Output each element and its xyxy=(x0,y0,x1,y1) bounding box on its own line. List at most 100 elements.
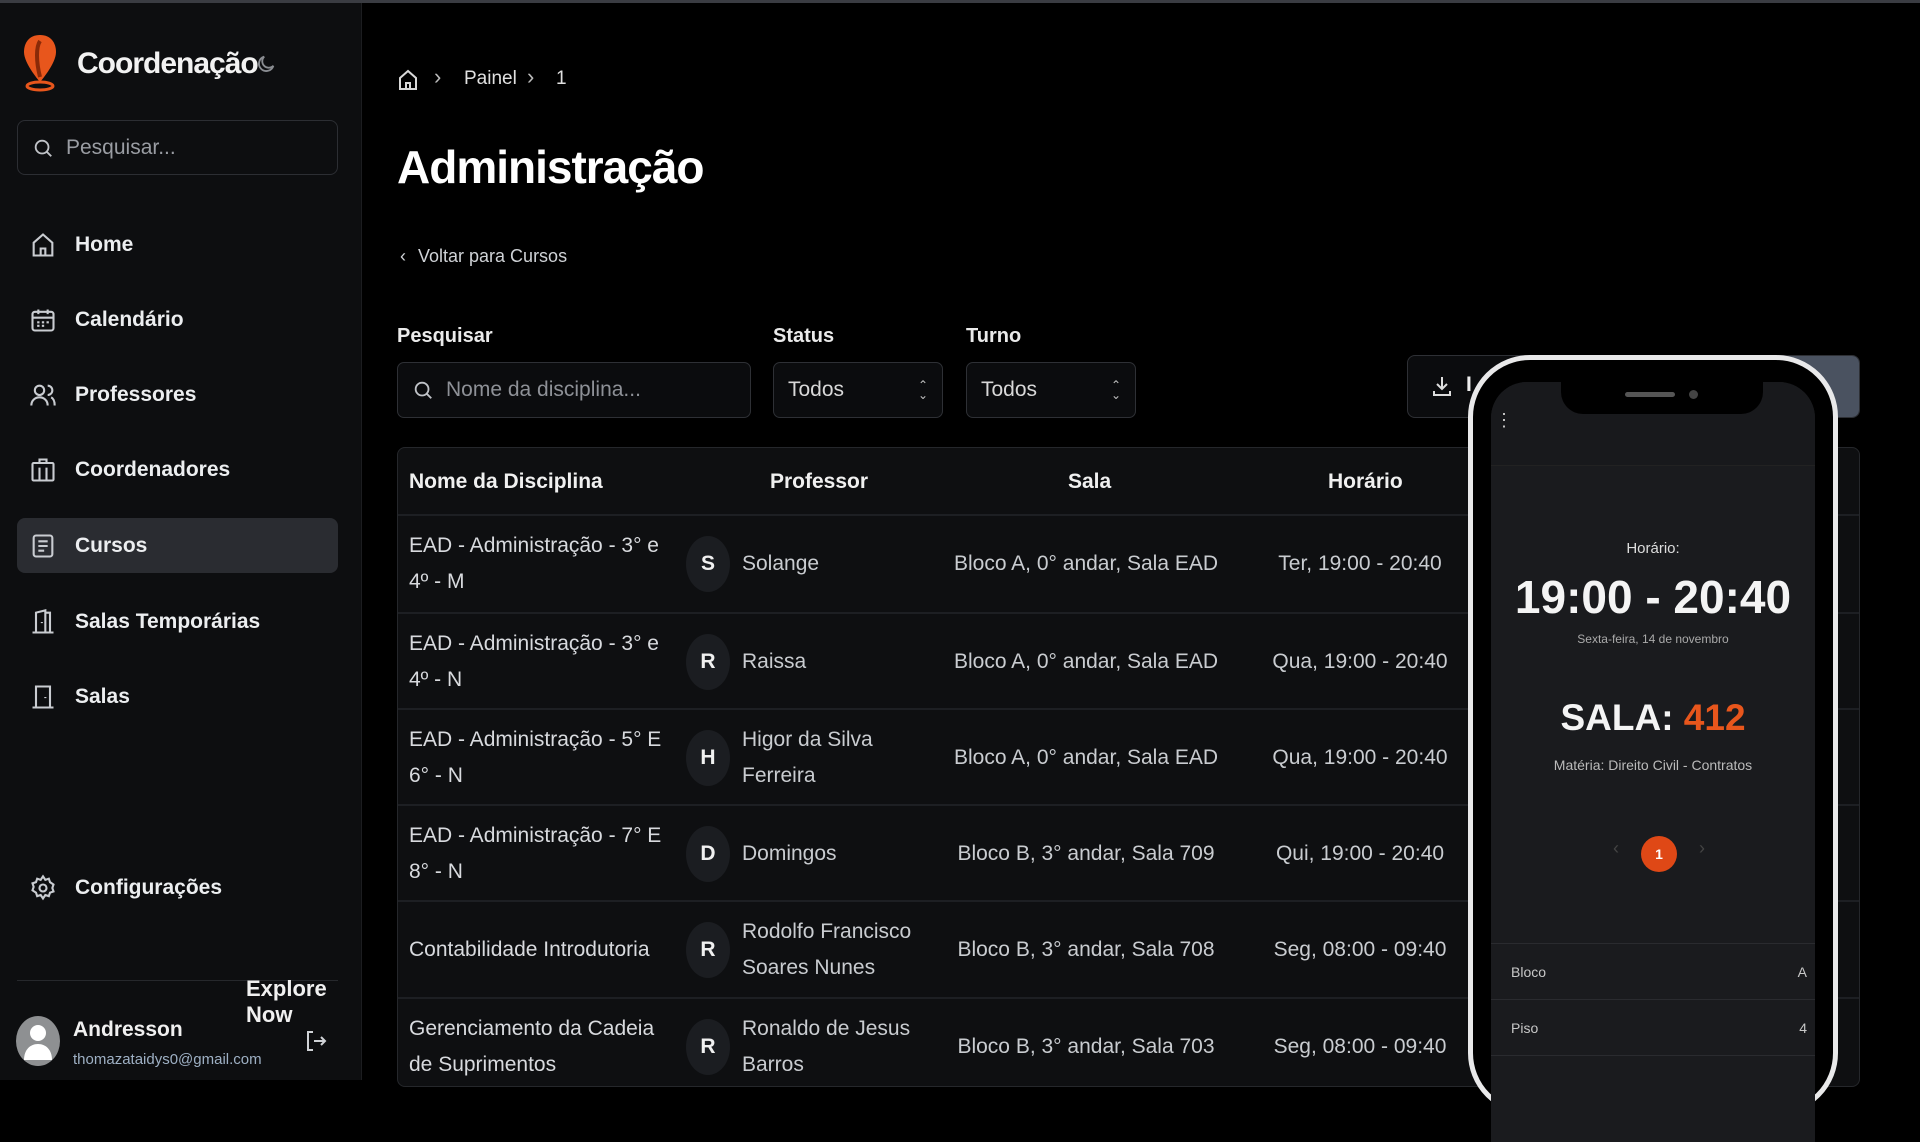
breadcrumb-current: 1 xyxy=(556,68,567,89)
logo-icon xyxy=(24,35,56,92)
turno-select[interactable]: Todos ⌃ ⌄ xyxy=(966,362,1136,418)
cell-sala: Bloco B, 3° andar, Sala 703 xyxy=(957,1035,1215,1058)
theme-toggle-moon-icon[interactable] xyxy=(255,53,277,75)
col-header-horario[interactable]: Horário xyxy=(1328,470,1403,493)
cell-text: Higor da Silva Ferreira xyxy=(742,728,873,787)
select-arrows-icon: ⌃ ⌄ xyxy=(1110,378,1121,402)
cell-sala: Bloco A, 0° andar, Sala EAD xyxy=(953,746,1219,769)
next-page-icon[interactable]: › xyxy=(1699,838,1705,858)
table-row[interactable]: Contabilidade Introdutoria R Rodolfo Fra… xyxy=(398,900,1859,996)
sidebar-item-configuracoes[interactable]: Configurações xyxy=(17,860,338,915)
user-email: thomazataidys0@gmail.com xyxy=(73,1051,262,1068)
cell-professor: Ronaldo de Jesus Barros xyxy=(742,1011,942,1083)
phone-notch xyxy=(1561,382,1763,414)
sidebar: Coordenação Pesquisar... Home Calendário… xyxy=(0,3,362,1080)
cell-professor: Rodolfo Francisco Soares Nunes xyxy=(742,914,942,986)
cell-professor: Domingos xyxy=(742,818,942,890)
menu-icon[interactable]: ⋮ xyxy=(1495,410,1513,430)
page-indicator[interactable]: 1 xyxy=(1641,836,1677,872)
search-placeholder: Nome da disciplina... xyxy=(446,378,641,401)
cell-horario: Seg, 08:00 - 09:40 xyxy=(1273,1035,1447,1058)
user-icon xyxy=(24,1025,52,1060)
prev-page-icon[interactable]: ‹ xyxy=(1613,838,1619,858)
phone-materia: Matéria: Direito Civil - Contratos xyxy=(1553,757,1753,773)
search-label: Pesquisar xyxy=(397,325,493,347)
user-avatar xyxy=(16,1016,60,1066)
calendar-icon xyxy=(31,309,55,332)
detail-row xyxy=(1491,1055,1815,1111)
cell-text: EAD - Administração - 5° E 6° - N xyxy=(409,728,662,787)
user-name: Andresson xyxy=(73,1018,183,1041)
detail-value: 4 xyxy=(1799,1019,1807,1036)
back-to-courses-link[interactable]: ‹ Voltar para Cursos xyxy=(400,246,567,267)
cell-horario: Qua, 19:00 - 20:40 xyxy=(1272,746,1448,769)
select-arrows-icon: ⌃ ⌄ xyxy=(917,378,928,402)
users-icon xyxy=(30,384,56,406)
cell-sala: Bloco B, 3° andar, Sala 709 xyxy=(957,842,1215,865)
breadcrumb-home-icon[interactable] xyxy=(396,67,420,93)
cell-disciplina: Gerenciamento da Cadeia de Suprimentos xyxy=(409,1011,669,1083)
gear-icon xyxy=(31,873,55,900)
discipline-search-input[interactable]: Nome da disciplina... xyxy=(397,362,751,418)
chevron-right-icon: › xyxy=(527,64,535,89)
professor-avatar: H xyxy=(686,730,730,786)
cell-horario: Ter, 19:00 - 20:40 xyxy=(1278,552,1442,575)
sidebar-item-label: Cursos xyxy=(75,533,148,557)
table-row[interactable]: Gerenciamento da Cadeia de Suprimentos R… xyxy=(398,997,1859,1086)
status-value: Todos xyxy=(788,378,845,401)
sidebar-item-label: Home xyxy=(75,232,134,256)
col-header-disciplina[interactable]: Nome da Disciplina xyxy=(409,470,603,493)
door-icon xyxy=(32,684,54,709)
cell-disciplina: Contabilidade Introdutoria xyxy=(409,914,669,986)
status-select[interactable]: Todos ⌃ ⌄ xyxy=(773,362,943,418)
back-link-label: Voltar para Cursos xyxy=(418,246,568,266)
explore-now-link[interactable]: Explore Now xyxy=(246,976,327,1027)
cell-text: EAD - Administração - 7° E 8° - N xyxy=(409,824,662,883)
chevron-left-icon: ‹ xyxy=(400,246,406,266)
breadcrumb-painel[interactable]: Painel xyxy=(464,68,517,89)
sidebar-item-coordenadores[interactable]: Coordenadores xyxy=(17,442,338,497)
cell-horario: Seg, 08:00 - 09:40 xyxy=(1273,938,1447,961)
phone-mockup: ⋮ Horário: 19:00 - 20:40 Sexta-feira, 14… xyxy=(1468,355,1838,1142)
cell-disciplina: EAD - Administração - 3° e 4º - M xyxy=(409,528,669,600)
cell-professor: Solange xyxy=(742,528,942,600)
table-row[interactable]: EAD - Administração - 3° e 4º - N R Rais… xyxy=(398,612,1859,708)
phone-horario-label: Horário: xyxy=(1626,540,1680,557)
sidebar-item-label: Salas xyxy=(75,684,130,708)
professor-avatar: R xyxy=(686,634,730,690)
detail-key: Piso xyxy=(1511,1019,1539,1036)
sidebar-item-cursos[interactable]: Cursos xyxy=(17,518,338,573)
cell-text: Solange xyxy=(742,552,820,575)
chevron-right-icon: › xyxy=(434,64,442,89)
col-header-sala[interactable]: Sala xyxy=(1068,470,1112,493)
sidebar-item-label: Salas Temporárias xyxy=(75,609,261,633)
sidebar-item-professores[interactable]: Professores xyxy=(17,367,338,422)
sidebar-item-calendario[interactable]: Calendário xyxy=(17,292,338,347)
cell-text: Domingos xyxy=(742,842,837,865)
logout-icon[interactable] xyxy=(304,1028,328,1054)
sidebar-item-label: Calendário xyxy=(75,307,184,331)
table-row[interactable]: EAD - Administração - 5° E 6° - N H Higo… xyxy=(398,708,1859,804)
professor-avatar: R xyxy=(686,922,730,978)
table-row[interactable]: EAD - Administração - 3° e 4º - M S Sola… xyxy=(398,514,1859,610)
sidebar-item-label: Professores xyxy=(75,382,197,406)
sidebar-search-input[interactable]: Pesquisar... xyxy=(17,120,338,175)
sidebar-item-salas[interactable]: Salas xyxy=(17,669,338,724)
sidebar-item-label: Coordenadores xyxy=(75,457,231,481)
page-title: Administração xyxy=(397,141,705,193)
search-icon xyxy=(414,381,432,399)
sidebar-search-placeholder: Pesquisar... xyxy=(66,135,176,159)
sidebar-item-salas-temporarias[interactable]: Salas Temporárias xyxy=(17,594,338,649)
window-top-border xyxy=(0,0,1920,3)
app-title: Coordenação xyxy=(77,47,259,80)
table-row[interactable]: EAD - Administração - 7° E 8° - N D Domi… xyxy=(398,804,1859,900)
col-header-professor[interactable]: Professor xyxy=(770,470,869,493)
sidebar-item-home[interactable]: Home xyxy=(17,217,338,272)
phone-date: Sexta-feira, 14 de novembro xyxy=(1577,632,1729,646)
cell-professor: Higor da Silva Ferreira xyxy=(742,722,942,794)
phone-screen: ⋮ Horário: 19:00 - 20:40 Sexta-feira, 14… xyxy=(1491,382,1815,1142)
cell-text: EAD - Administração - 3° e 4º - N xyxy=(409,632,659,691)
sala-number: 412 xyxy=(1683,697,1746,738)
sala-label: SALA: xyxy=(1560,697,1674,738)
status-label: Status xyxy=(773,325,835,347)
